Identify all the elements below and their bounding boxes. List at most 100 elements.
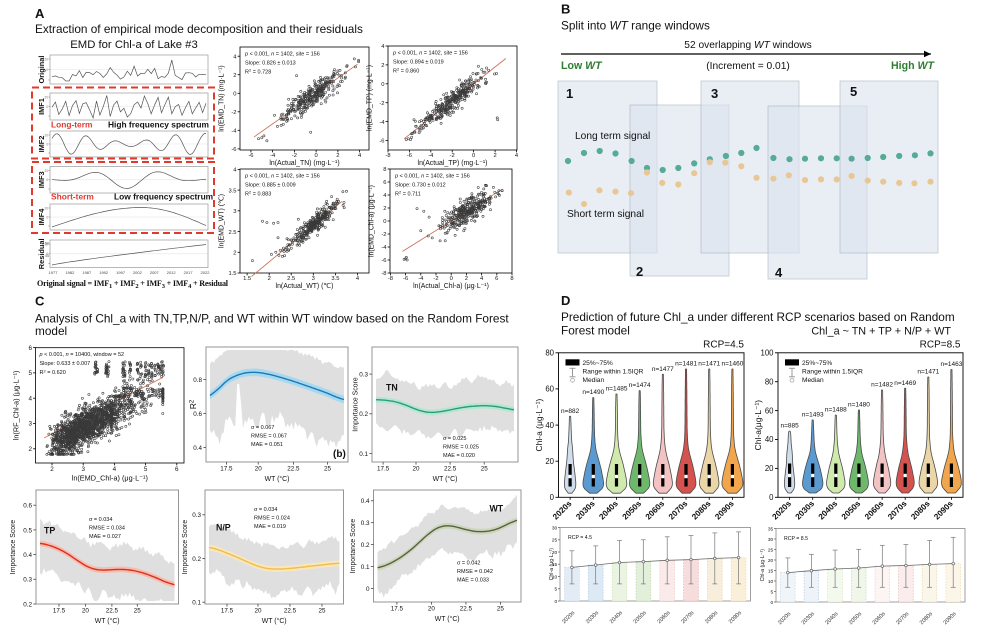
svg-text:p < 0.001, n = 1402, site = 15: p < 0.001, n = 1402, site = 156: [394, 174, 470, 180]
svg-text:Importance Score: Importance Score: [353, 377, 360, 432]
svg-text:RMSE = 0.025: RMSE = 0.025: [443, 445, 479, 451]
svg-text:5: 5: [144, 466, 148, 473]
svg-text:WT: WT: [490, 504, 504, 514]
svg-text:15: 15: [768, 568, 774, 574]
svg-text:ln(EMD_TP) (mg·L⁻¹): ln(EMD_TP) (mg·L⁻¹): [367, 65, 374, 131]
svg-text:0.6: 0.6: [23, 503, 32, 510]
svg-text:17.5: 17.5: [221, 608, 234, 615]
svg-text:p < 0.001, n = 1402, site = 15: p < 0.001, n = 1402, site = 156: [244, 52, 320, 58]
svg-text:n=882: n=882: [561, 408, 580, 415]
svg-text:52 overlapping WT windows: 52 overlapping WT windows: [684, 40, 811, 51]
svg-text:-4: -4: [428, 153, 434, 159]
svg-text:n=1471: n=1471: [698, 361, 720, 368]
svg-text:Slope: 0.730 ± 0.012: Slope: 0.730 ± 0.012: [395, 183, 446, 189]
svg-text:4: 4: [381, 44, 385, 50]
svg-text:Forest model: Forest model: [561, 323, 630, 337]
svg-text:(Increment = 0.01): (Increment = 0.01): [706, 61, 790, 72]
svg-text:0: 0: [555, 599, 558, 605]
svg-text:20: 20: [44, 207, 48, 211]
svg-text:0: 0: [366, 586, 370, 593]
svg-text:High WT: High WT: [891, 60, 935, 72]
svg-text:RMSE = 0.042: RMSE = 0.042: [457, 569, 493, 575]
svg-text:4: 4: [515, 153, 519, 159]
svg-text:0: 0: [472, 153, 475, 159]
svg-text:n=1481: n=1481: [675, 361, 697, 368]
svg-text:20: 20: [412, 466, 420, 473]
svg-text:IMF1: IMF1: [37, 98, 46, 115]
svg-text:ln(EMD_WT) (℃): ln(EMD_WT) (℃): [219, 194, 226, 248]
svg-text:45: 45: [45, 254, 49, 258]
svg-text:Importance Score: Importance Score: [10, 520, 17, 575]
svg-text:20: 20: [44, 58, 48, 62]
svg-text:n=1480: n=1480: [848, 402, 870, 409]
svg-text:17.5: 17.5: [220, 466, 233, 473]
svg-text:R2 = 0.883: R2 = 0.883: [245, 190, 271, 198]
svg-text:25: 25: [552, 538, 558, 544]
svg-text:2080s: 2080s: [909, 499, 932, 522]
svg-text:3: 3: [312, 276, 315, 282]
svg-text:2002: 2002: [133, 270, 143, 275]
svg-text:2: 2: [383, 206, 386, 212]
svg-text:60: 60: [765, 406, 774, 415]
svg-text:n=1485: n=1485: [606, 386, 628, 393]
svg-text:20: 20: [44, 96, 48, 100]
svg-text:ln(EMD_TN) (mg·L⁻¹): ln(EMD_TN) (mg·L⁻¹): [219, 65, 226, 131]
svg-text:R2 = 0.711: R2 = 0.711: [395, 190, 421, 198]
svg-text:MAE = 0.033: MAE = 0.033: [457, 578, 489, 584]
svg-text:A: A: [35, 6, 45, 21]
svg-text:n=1469: n=1469: [894, 380, 916, 387]
svg-text:1992: 1992: [99, 270, 109, 275]
svg-text:Long term signal: Long term signal: [575, 131, 650, 142]
svg-text:35: 35: [768, 526, 774, 532]
svg-text:0.3: 0.3: [359, 372, 368, 379]
svg-text:Importance Score: Importance Score: [182, 520, 189, 575]
svg-text:10: 10: [768, 579, 774, 585]
svg-text:R2 = 0.860: R2 = 0.860: [393, 67, 419, 75]
svg-text:3.5: 3.5: [228, 188, 236, 194]
svg-text:2020s: 2020s: [777, 611, 792, 626]
svg-text:0: 0: [46, 68, 48, 72]
svg-text:Chl-a (μg·L⁻¹): Chl-a (μg·L⁻¹): [549, 548, 555, 581]
svg-text:RCP = 8.5: RCP = 8.5: [784, 536, 808, 542]
svg-text:0.2: 0.2: [359, 411, 368, 418]
svg-text:0: 0: [46, 252, 48, 256]
svg-text:3: 3: [81, 466, 85, 473]
svg-text:2030s: 2030s: [794, 499, 817, 522]
svg-text:2090s: 2090s: [728, 610, 743, 625]
svg-text:1977: 1977: [49, 270, 59, 275]
svg-text:-4: -4: [418, 276, 424, 282]
svg-text:2020s: 2020s: [771, 499, 794, 522]
svg-text:2060s: 2060s: [657, 610, 672, 625]
svg-text:Range within 1.5IQR: Range within 1.5IQR: [802, 368, 863, 375]
svg-text:-4: -4: [270, 153, 276, 159]
svg-text:n=1493: n=1493: [802, 411, 824, 418]
svg-text:-2: -2: [231, 110, 236, 116]
svg-text:2060s: 2060s: [644, 499, 667, 522]
svg-text:2: 2: [636, 264, 643, 279]
svg-text:0.1: 0.1: [361, 564, 370, 571]
svg-text:0.4: 0.4: [193, 445, 202, 452]
svg-text:4: 4: [28, 395, 32, 402]
svg-text:2050s: 2050s: [621, 499, 644, 522]
svg-text:4: 4: [356, 276, 360, 282]
svg-text:Importance Score: Importance Score: [350, 519, 357, 574]
svg-text:2020s: 2020s: [561, 610, 576, 625]
svg-text:0: 0: [381, 82, 384, 88]
svg-text:ln(RF_Chl-a) (μg·L⁻¹): ln(RF_Chl-a) (μg·L⁻¹): [12, 371, 21, 441]
svg-text:Range within 1.5IQR: Range within 1.5IQR: [583, 368, 644, 375]
svg-text:0: 0: [383, 219, 386, 225]
svg-text:-4: -4: [231, 129, 237, 135]
svg-text:Residual: Residual: [37, 238, 46, 269]
svg-text:n=1482: n=1482: [871, 382, 893, 389]
svg-text:80: 80: [545, 349, 554, 358]
svg-text:0: 0: [233, 92, 236, 98]
svg-text:ln(Actual_TP) (mg·L⁻¹): ln(Actual_TP) (mg·L⁻¹): [418, 160, 488, 167]
svg-text:4: 4: [775, 265, 783, 280]
svg-text:2070s: 2070s: [886, 499, 909, 522]
svg-text:2040s: 2040s: [824, 611, 839, 626]
svg-text:ln(Actual_WT) (℃): ln(Actual_WT) (℃): [276, 283, 334, 290]
svg-text:5: 5: [555, 587, 558, 593]
svg-text:RCP=4.5: RCP=4.5: [703, 340, 744, 351]
svg-text:1: 1: [566, 86, 573, 101]
svg-text:10: 10: [552, 574, 558, 580]
